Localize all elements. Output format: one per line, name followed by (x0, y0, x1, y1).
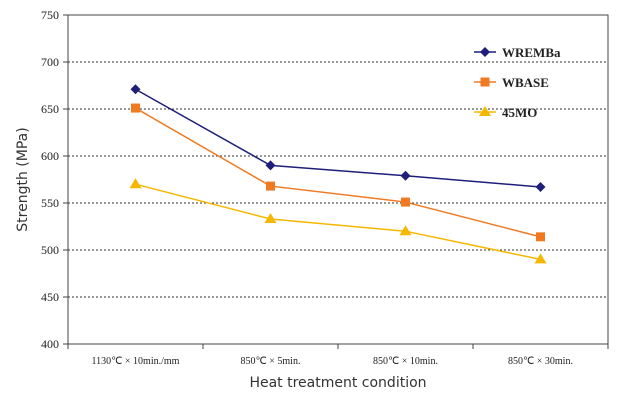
y-tick-label: 550 (41, 196, 59, 210)
y-tick-label: 650 (41, 102, 59, 116)
y-tick-label: 700 (41, 55, 59, 69)
y-tick-label: 450 (41, 290, 59, 304)
y-tick-labels: 400 450 500 550 600 650 700 750 (41, 8, 68, 351)
x-tick-label: 850℃ × 10min. (373, 356, 438, 367)
y-tick-label: 600 (41, 149, 59, 163)
x-tick-labels: 1130℃ × 10min./mm 850℃ × 5min. 850℃ × 10mi… (67, 344, 609, 367)
series-group (129, 84, 547, 264)
legend-marker-wremba (480, 47, 490, 57)
x-axis-title: Heat treatment condition (249, 375, 426, 391)
data-point-wbase (131, 103, 140, 113)
data-point-wbase (401, 197, 410, 207)
y-tick-label: 400 (41, 337, 59, 351)
series-line-wremba (135, 88, 541, 188)
series-line-wbase (135, 107, 541, 238)
legend-label-wremba: WREMBa (502, 45, 561, 60)
axes (67, 14, 609, 345)
data-point-wbase (536, 232, 545, 242)
x-tick-label: 850℃ × 5min. (241, 356, 301, 367)
legend-label-45mo: 45MO (502, 105, 537, 120)
data-point-wbase (266, 181, 275, 191)
y-tick-label: 750 (41, 8, 59, 22)
x-tick-label: 1130℃ × 10min./mm (92, 356, 180, 367)
data-point-45mo (264, 212, 277, 223)
x-tick-label: 850℃ × 30min. (508, 356, 573, 367)
data-point-wremba (265, 160, 276, 171)
data-point-45mo (399, 225, 412, 236)
y-axis-title: Strength (MPa) (15, 127, 31, 231)
data-point-45mo (129, 178, 142, 189)
plot-frame (67, 14, 609, 345)
series-line-45mo (135, 183, 541, 261)
data-point-45mo (534, 253, 547, 264)
data-point-wremba (130, 84, 141, 95)
y-tick-label: 500 (41, 243, 59, 257)
grid-lines (68, 61, 608, 298)
data-point-wremba (535, 182, 546, 193)
legend-marker-wbase (480, 77, 490, 87)
legend-marker-45mo (479, 106, 491, 116)
legend: WREMBa WBASE 45MO (474, 45, 561, 120)
legend-label-wbase: WBASE (502, 75, 549, 90)
data-point-wremba (400, 170, 411, 181)
